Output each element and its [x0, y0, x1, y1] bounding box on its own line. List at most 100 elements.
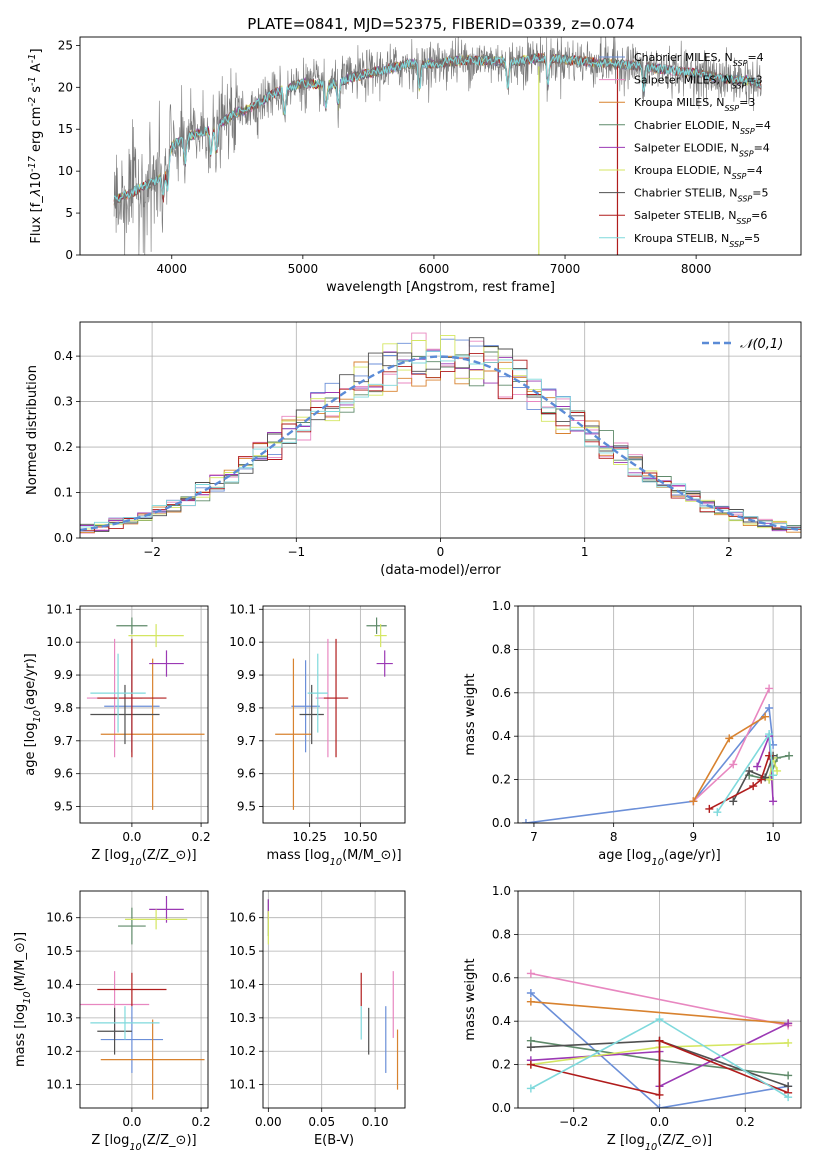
mass-weight-marker [689, 797, 698, 806]
plot-area [86, 617, 205, 810]
mass-weight-line [525, 706, 774, 823]
tick-label-y: 9.7 [237, 734, 256, 748]
tick-label-y: 25 [58, 38, 73, 52]
x-axis-label: mass [log10(M/M_⊙)] [266, 848, 401, 868]
mass-weight-marker [705, 804, 714, 813]
tick-label-y: 0.2 [492, 773, 511, 787]
axes-frame [262, 890, 406, 1109]
tick-label-y: 9.6 [237, 767, 256, 781]
mass-weight-marker [761, 712, 770, 721]
mass-weight-line [530, 972, 789, 1027]
mass-weight-marker [713, 808, 722, 817]
mass-weight-marker [655, 1090, 664, 1099]
y-axis-label: age [log10(age/yr)] [23, 653, 43, 776]
mass-weight-vs-metallicity-panel: −0.2 0.0 0.2 0.0 0.2 0.4 0.6 0.8 1.0 Z [log10(Z/Z… [463, 884, 802, 1153]
tick-label-x: 0.05 [308, 1115, 335, 1129]
mass-weight-vs-age-panel: 7 8 9 10 0.0 0.2 0.4 0.6 0.8 1.0 age [log10(age/yr… [463, 599, 802, 868]
mass-weight-marker [526, 1043, 535, 1052]
mass-weight-marker [765, 730, 774, 739]
legend-label: Chabrier MILES, NSSP=4 [634, 51, 764, 68]
mass-weight-line [708, 755, 770, 810]
legend-label: Kroupa STELIB, NSSP=5 [634, 232, 760, 249]
tick-label-y: 10.1 [229, 1078, 256, 1092]
tick-label-y: 20 [58, 80, 73, 94]
tick-label-x: 0.0 [122, 830, 141, 844]
legend: Chabrier MILES, NSSP=4 Salpeter MILES, NS… [599, 51, 771, 248]
y-axis-label: mass weight [463, 673, 478, 755]
tick-label-y: 9.6 [54, 767, 73, 781]
tick-label-x: 0.0 [650, 1115, 669, 1129]
mass-weight-marker [655, 1015, 664, 1024]
tick-label-y: 10 [58, 164, 73, 178]
tick-label-y: 0 [65, 248, 73, 262]
tick-label-x: −0.2 [559, 1115, 588, 1129]
tick-label-x: 0.0 [122, 1115, 141, 1129]
tick-label-y: 5 [65, 206, 73, 220]
mass-weight-marker [784, 1038, 793, 1047]
plot-area [80, 896, 205, 1100]
mass-weight-marker [757, 775, 766, 784]
mass-weight-marker [773, 766, 782, 775]
tick-label-x: 0.10 [362, 1115, 389, 1129]
mass-weight-marker [725, 734, 734, 743]
tick-label-y: 1.0 [492, 599, 511, 613]
tick-label-y: 0.3 [54, 395, 73, 409]
tick-label-y: 10.1 [46, 602, 73, 616]
tick-label-y: 0.0 [54, 531, 73, 545]
age-vs-metallicity-panel: 0.0 0.2 9.5 9.6 9.7 9.8 9.9 10.0 10.1 Z [log10(Z/… [23, 602, 211, 867]
tick-label-y: 10.1 [46, 1078, 73, 1092]
y-axis-label: Normed distribution [25, 365, 40, 495]
axes-frame [517, 605, 802, 824]
tick-label-y: 9.8 [54, 701, 73, 715]
y-axis-label: mass weight [463, 958, 478, 1040]
mass-weight-marker [526, 988, 535, 997]
tick-label-x: −1 [287, 545, 305, 559]
legend-label: Salpeter STELIB, NSSP=6 [634, 209, 767, 226]
mass-weight-line [530, 992, 789, 1108]
mass-weight-marker [521, 819, 530, 823]
tick-label-y: 0.6 [492, 686, 511, 700]
tick-label-y: 0.4 [54, 349, 73, 363]
tick-label-x: 0.2 [192, 830, 211, 844]
tick-label-y: 10.3 [229, 1011, 256, 1025]
tick-label-y: 9.9 [237, 668, 256, 682]
plot-area [526, 969, 793, 1108]
x-axis-label: age [log10(age/yr)] [598, 848, 721, 868]
x-axis-label: (data-model)/error [380, 563, 501, 578]
tick-label-x: 0.00 [255, 1115, 282, 1129]
axes-frame [79, 321, 802, 539]
spectrum-panel: 4000 5000 6000 7000 8000 0 5 10 15 20 25 wavelength… [27, 36, 802, 295]
plot-area [80, 332, 801, 534]
mass-weight-marker [729, 797, 738, 806]
mass-weight-marker [526, 969, 535, 978]
mass-weight-marker [769, 771, 778, 780]
mass-weight-marker [769, 797, 778, 806]
tick-label-y: 10.6 [46, 911, 73, 925]
tick-label-x: 7 [530, 830, 538, 844]
tick-label-x: 8000 [681, 262, 712, 276]
mass-weight-marker [784, 1019, 793, 1028]
tick-label-y: 0.4 [492, 1014, 511, 1028]
mass-vs-extinction-panel: 0.00 0.05 0.10 10.1 10.2 10.3 10.4 10.5 10.6 E(B-… [229, 890, 406, 1148]
axes-frame [79, 890, 209, 1109]
tick-label-y: 10.6 [229, 911, 256, 925]
tick-label-x: 10 [765, 830, 780, 844]
tick-label-x: 4000 [156, 262, 187, 276]
observed-spectrum-line [113, 37, 762, 255]
plot-area [275, 617, 393, 810]
tick-label-y: 9.5 [237, 800, 256, 814]
mass-weight-line [530, 1000, 789, 1025]
x-axis-label: E(B-V) [314, 1133, 354, 1148]
mass-weight-marker [526, 997, 535, 1006]
tick-label-x: 9 [690, 830, 698, 844]
mass-vs-metallicity-panel: 0.0 0.2 10.1 10.2 10.3 10.4 10.5 10.6 Z [log10(Z… [13, 890, 211, 1153]
tick-label-y: 1.0 [492, 884, 511, 898]
mass-weight-marker [526, 1060, 535, 1069]
legend-label: Salpeter MILES, NSSP=3 [634, 74, 763, 91]
tick-label-y: 10.2 [46, 1044, 73, 1058]
tick-label-y: 10.0 [229, 635, 256, 649]
tick-label-y: 0.0 [492, 1101, 511, 1115]
mass-weight-marker [785, 751, 794, 760]
tick-label-x: 7000 [550, 262, 581, 276]
